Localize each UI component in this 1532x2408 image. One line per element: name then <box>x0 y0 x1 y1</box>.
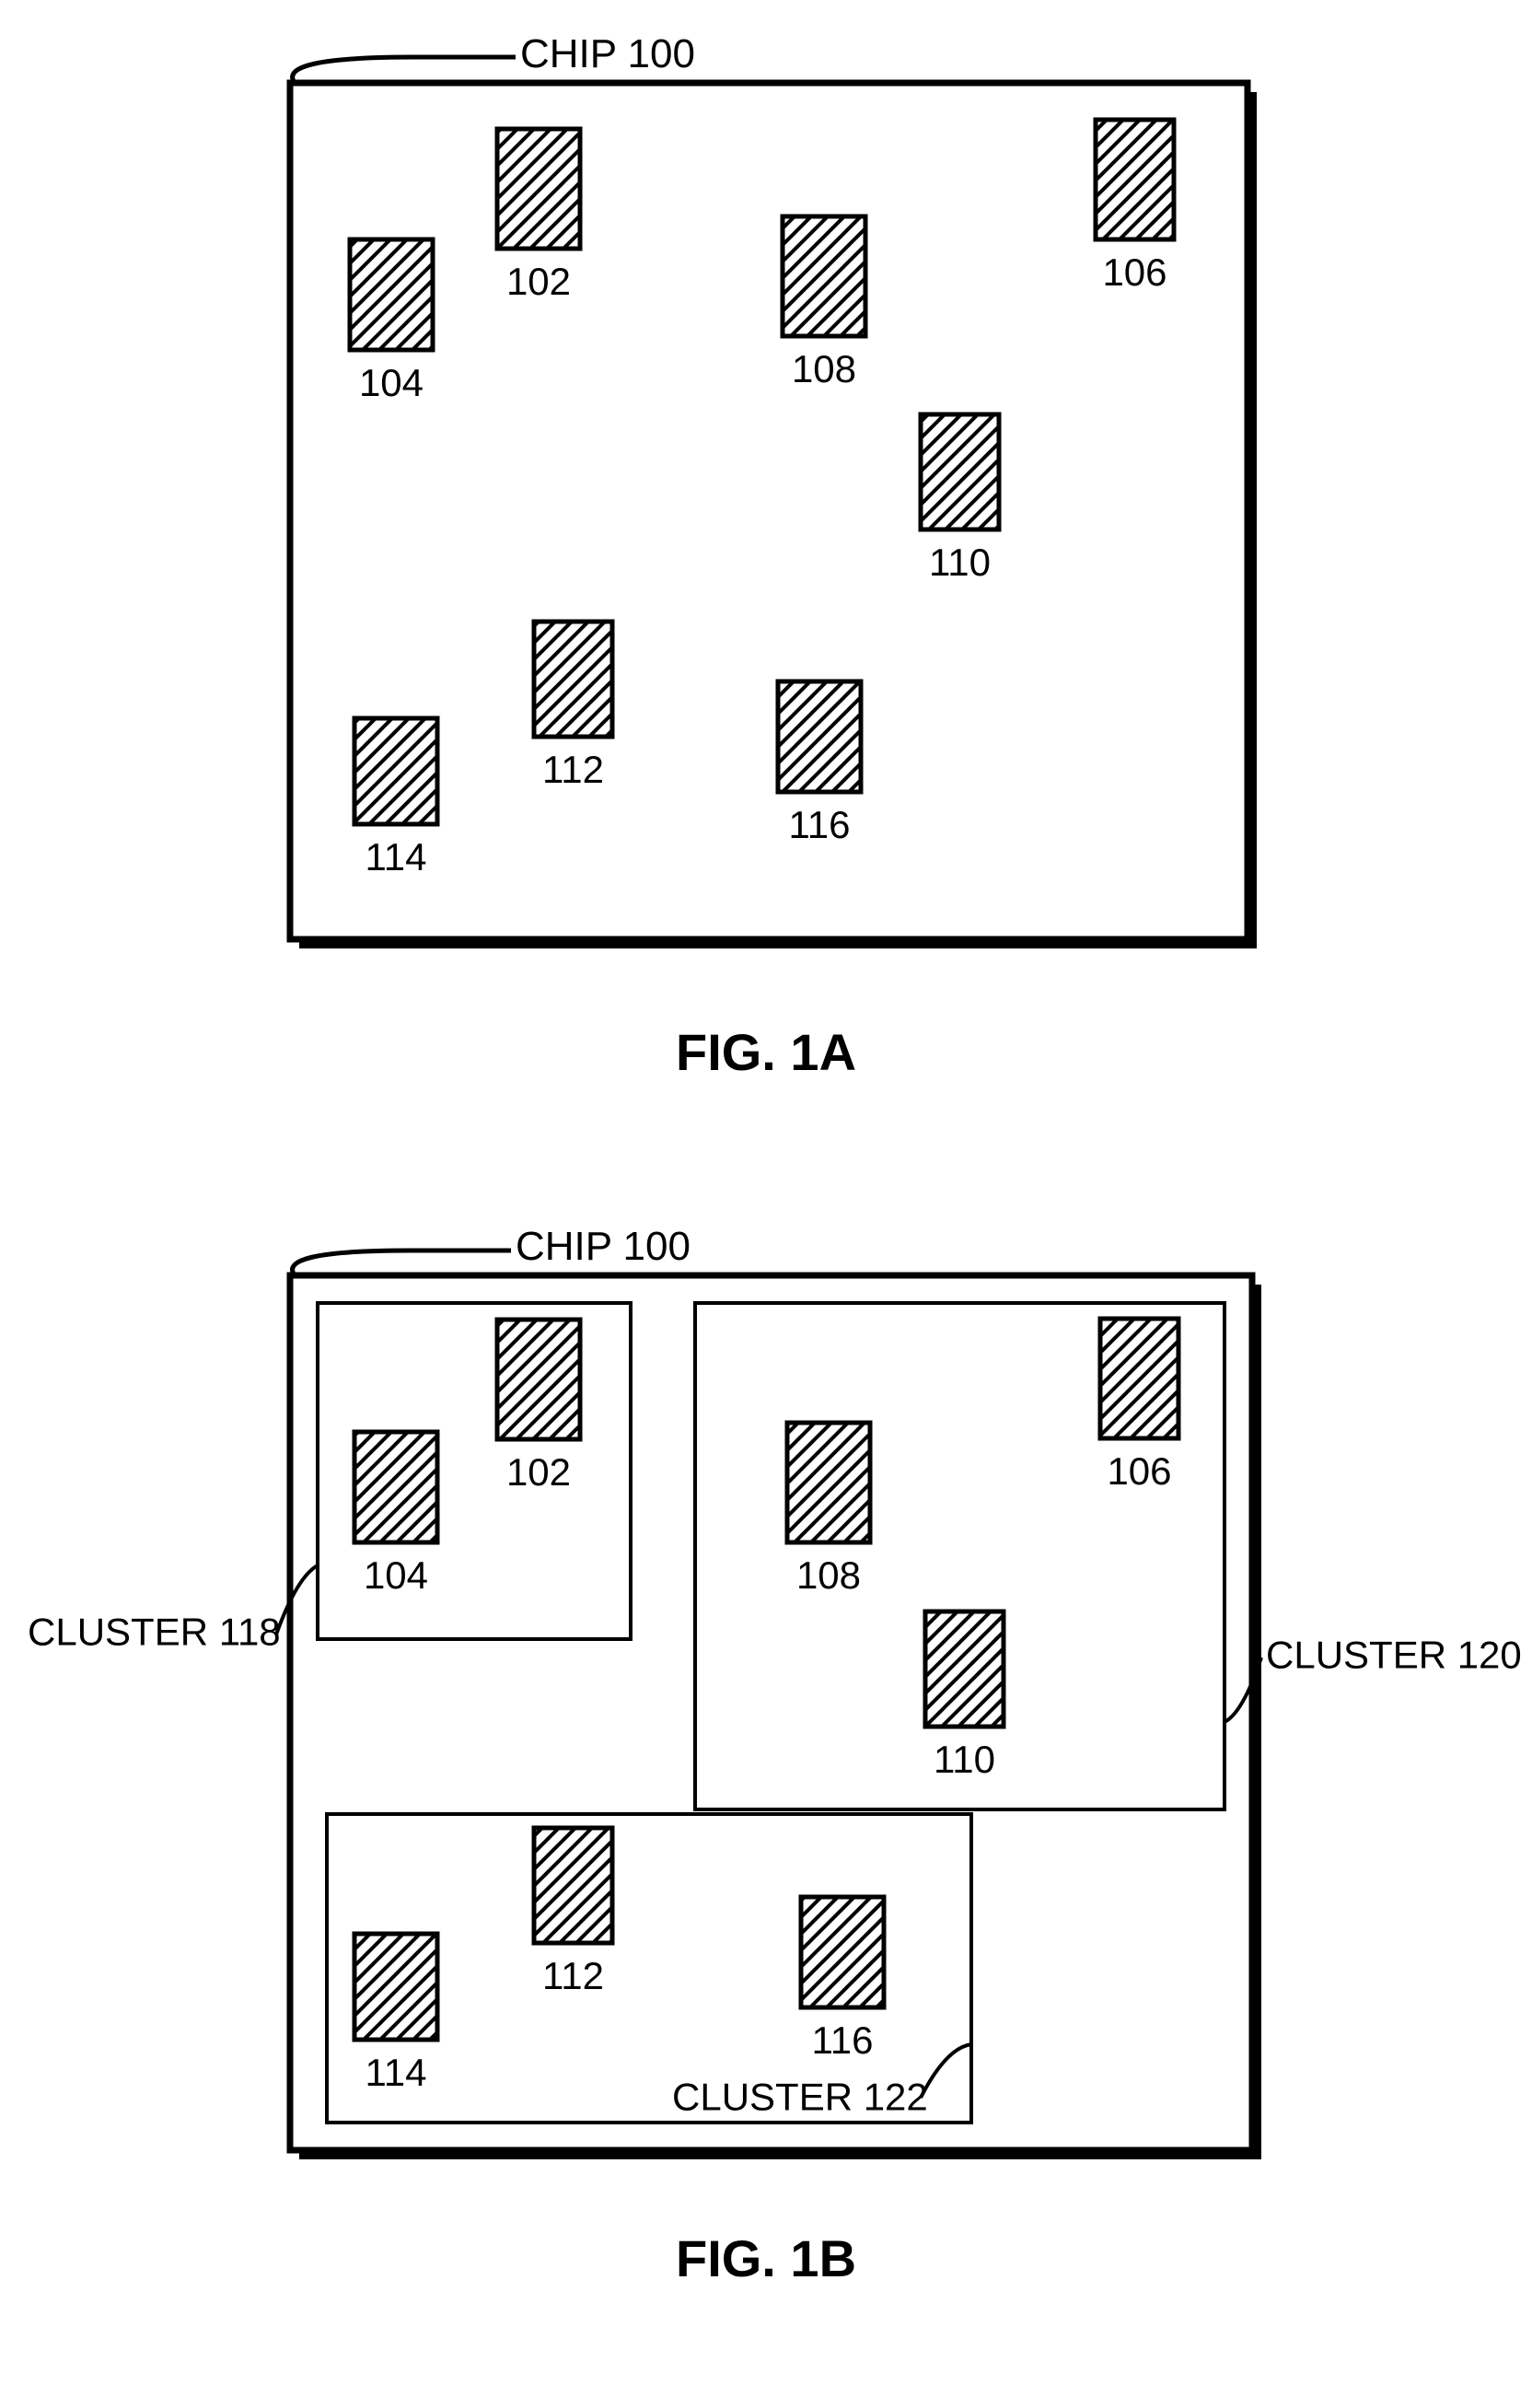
cluster-label-0: CLUSTER 118 <box>28 1611 281 1654</box>
block-116 <box>778 681 861 792</box>
block-label-104: 104 <box>359 361 424 404</box>
block-104 <box>354 1432 437 1542</box>
block-label-114: 114 <box>366 2051 427 2094</box>
block-label-102: 102 <box>506 260 571 303</box>
block-label-110: 110 <box>934 1738 995 1781</box>
block-label-106: 106 <box>1107 1449 1171 1493</box>
block-112 <box>534 622 612 737</box>
block-label-108: 108 <box>792 347 856 390</box>
block-110 <box>925 1611 1004 1727</box>
block-104 <box>350 239 433 350</box>
cluster-label-1: CLUSTER 120 <box>1266 1634 1522 1677</box>
title-leader <box>293 57 516 83</box>
cluster-label-2: CLUSTER 122 <box>672 2076 928 2119</box>
block-102 <box>497 129 580 249</box>
block-106 <box>1096 120 1174 239</box>
block-label-102: 102 <box>506 1450 571 1494</box>
fig-1b-caption: FIG. 1B <box>0 2228 1532 2288</box>
block-110 <box>921 414 999 529</box>
chip-title: CHIP 100 <box>520 31 695 76</box>
block-label-116: 116 <box>812 2018 874 2062</box>
title-leader <box>293 1251 511 1275</box>
block-label-108: 108 <box>796 1553 861 1597</box>
block-106 <box>1100 1319 1178 1438</box>
diagram-canvas: CHIP 100 102 104 106 108 110 112 114 116 CHIP 100… <box>0 0 1532 2408</box>
block-112 <box>534 1828 612 1943</box>
fig-1a-caption: FIG. 1A <box>0 1022 1532 1082</box>
block-114 <box>354 1934 437 2040</box>
block-label-110: 110 <box>929 541 991 584</box>
block-label-116: 116 <box>789 803 851 846</box>
block-label-112: 112 <box>542 1954 604 1997</box>
block-116 <box>801 1897 884 2007</box>
block-114 <box>354 718 437 824</box>
block-label-114: 114 <box>366 835 427 878</box>
block-108 <box>783 216 865 336</box>
block-102 <box>497 1320 580 1439</box>
chip-title: CHIP 100 <box>516 1224 691 1269</box>
block-108 <box>787 1423 870 1542</box>
block-label-104: 104 <box>364 1553 428 1597</box>
block-label-112: 112 <box>542 748 604 791</box>
block-label-106: 106 <box>1102 250 1166 294</box>
